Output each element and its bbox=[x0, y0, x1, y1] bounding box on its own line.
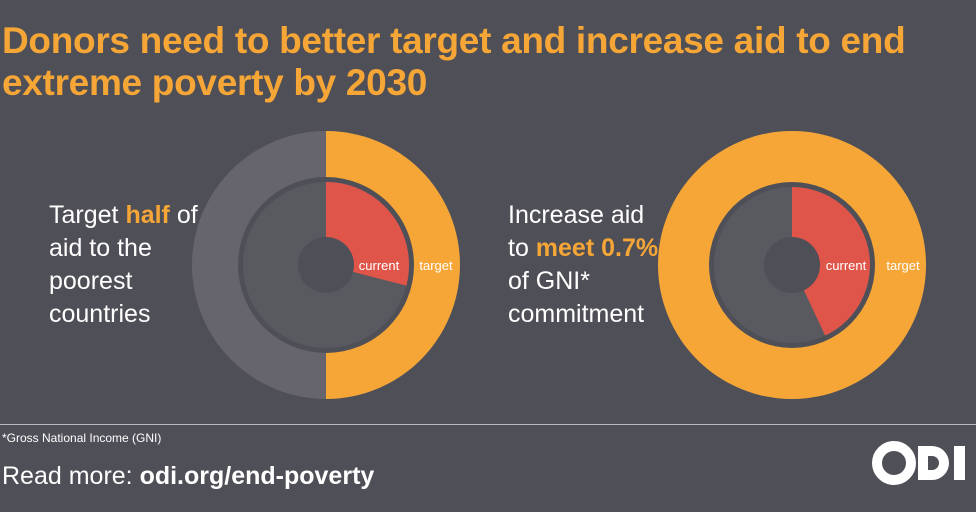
odi-logo-icon bbox=[872, 441, 965, 485]
current-label: current bbox=[826, 258, 867, 273]
panel-text-target-half: Target half of aid to the poorest countr… bbox=[49, 201, 198, 328]
current-label: current bbox=[359, 258, 400, 273]
footer-divider bbox=[0, 424, 976, 425]
target-label: target bbox=[419, 258, 453, 273]
panel-text-increase-aid: Increase aid to meet 0.7% of GNI* commit… bbox=[508, 201, 659, 328]
read-more-link[interactable]: odi.org/end-poverty bbox=[139, 462, 375, 490]
donut-hole bbox=[298, 237, 354, 293]
read-more: Read more: odi.org/end-poverty bbox=[2, 462, 375, 490]
current-slice bbox=[792, 187, 870, 336]
page-title: Donors need to better target and increas… bbox=[2, 20, 906, 103]
target-label: target bbox=[886, 258, 920, 273]
donut-hole bbox=[764, 237, 820, 293]
footnote: *Gross National Income (GNI) bbox=[2, 431, 162, 445]
